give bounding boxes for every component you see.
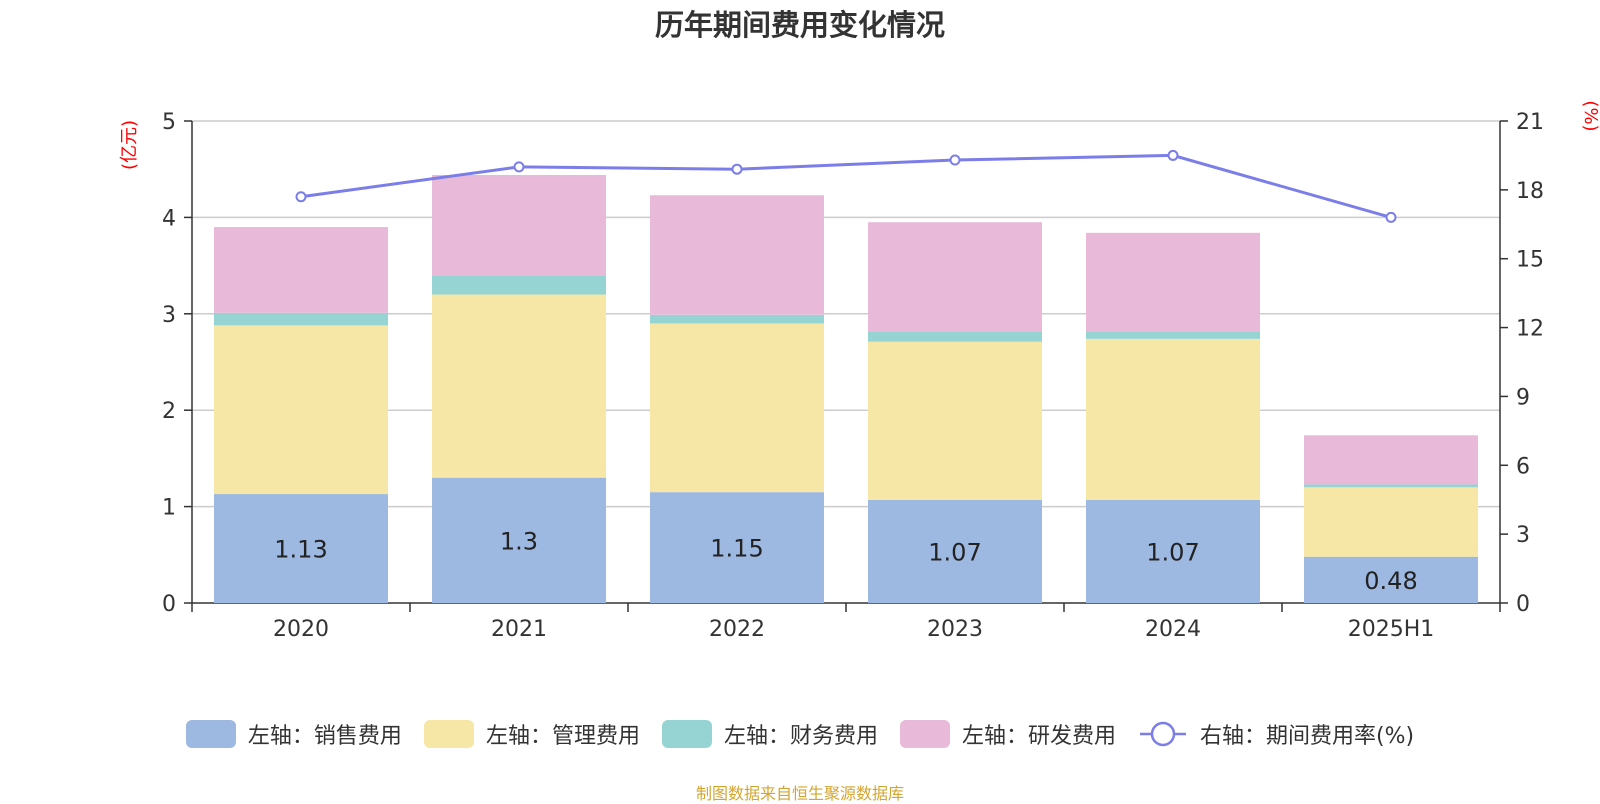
legend-item[interactable]: 左轴：销售费用 — [185, 718, 402, 750]
legend-swatch — [423, 720, 474, 748]
bar-value-label: 0.48 — [1364, 567, 1417, 595]
right-tick-label: 12 — [1516, 317, 1544, 342]
bar-segment — [868, 331, 1042, 342]
bar-segment — [1086, 331, 1260, 339]
legend-swatch — [185, 720, 236, 748]
line-point — [1385, 211, 1397, 223]
legend-swatch — [661, 720, 712, 748]
legend-label: 左轴：管理费用 — [485, 724, 640, 749]
bar-segment — [1086, 338, 1260, 500]
x-tick-label: 2023 — [927, 617, 983, 642]
right-tick-label: 15 — [1516, 248, 1544, 273]
legend-label: 右轴：期间费用率(%) — [1199, 724, 1415, 749]
right-tick-label: 18 — [1516, 179, 1544, 204]
line-point — [1167, 149, 1179, 161]
left-tick-label: 2 — [162, 399, 176, 424]
bar-segment — [868, 341, 1042, 500]
bar-value-label: 1.3 — [500, 527, 538, 555]
bar-segment — [214, 494, 388, 603]
right-tick-label: 6 — [1516, 454, 1530, 479]
left-tick-label: 3 — [162, 303, 176, 328]
bar-value-label: 1.07 — [928, 538, 981, 566]
legend-label: 左轴：财务费用 — [723, 724, 878, 749]
source-note: 制图数据来自恒生聚源数据库 — [695, 784, 904, 803]
bar-segment — [868, 222, 1042, 332]
bar-value-label: 1.07 — [1146, 538, 1199, 566]
right-axis-label: (%) — [1580, 100, 1600, 131]
bar-segment — [650, 195, 824, 315]
left-tick-label: 1 — [162, 496, 176, 521]
legend-item[interactable]: 左轴：财务费用 — [661, 718, 878, 750]
legend-swatch — [899, 720, 950, 748]
line-point — [949, 154, 961, 166]
bar-segment — [1304, 556, 1478, 603]
bar-segment — [1304, 487, 1478, 557]
chart-title: 历年期间费用变化情况 — [654, 8, 945, 42]
left-tick-label: 0 — [162, 592, 176, 617]
bar-segment — [650, 492, 824, 603]
x-tick-label: 2024 — [1145, 617, 1201, 642]
bar-segment — [868, 499, 1042, 603]
left-tick-label: 4 — [162, 206, 176, 231]
x-tick-label: 2022 — [709, 617, 765, 642]
legend-swatch — [1139, 721, 1186, 747]
bar-segment — [650, 323, 824, 493]
legend: 左轴：销售费用 左轴：管理费用 左轴：财务费用 左轴：研发费用 右轴：期间费用率(%) — [0, 718, 1600, 750]
bar-value-label: 1.13 — [274, 536, 327, 564]
right-tick-label: 3 — [1516, 523, 1530, 548]
bar-segment — [432, 174, 606, 276]
bar-segment — [432, 294, 606, 478]
bar-segment — [432, 477, 606, 603]
x-tick-label: 2020 — [273, 617, 329, 642]
bar-segment — [432, 275, 606, 295]
line-point — [513, 161, 525, 173]
line-point — [295, 191, 307, 203]
right-tick-label: 21 — [1516, 110, 1544, 135]
bar-segment — [1304, 435, 1478, 485]
left-axis-label: (亿元) — [119, 120, 140, 170]
legend-item[interactable]: 左轴：研发费用 — [899, 718, 1116, 750]
bar-segment — [214, 312, 388, 326]
right-tick-label: 9 — [1516, 385, 1530, 410]
legend-label: 左轴：研发费用 — [961, 724, 1116, 749]
legend-item[interactable]: 左轴：管理费用 — [423, 718, 640, 750]
bar-segment — [650, 314, 824, 324]
bar-segment — [1086, 499, 1260, 603]
bar-segment — [214, 325, 388, 495]
bar-value-label: 1.15 — [710, 535, 763, 563]
legend-item[interactable]: 右轴：期间费用率(%) — [1138, 718, 1414, 750]
bar-segment — [214, 227, 388, 313]
x-tick-label: 2021 — [491, 617, 547, 642]
legend-label: 左轴：销售费用 — [247, 724, 402, 749]
line-point — [731, 163, 743, 175]
line-series — [300, 153, 1392, 219]
bar-segment — [1086, 232, 1260, 332]
x-tick-label: 2025H1 — [1348, 617, 1435, 642]
right-tick-label: 0 — [1516, 592, 1530, 617]
bar-segment — [1304, 484, 1478, 488]
left-tick-label: 5 — [162, 110, 176, 135]
